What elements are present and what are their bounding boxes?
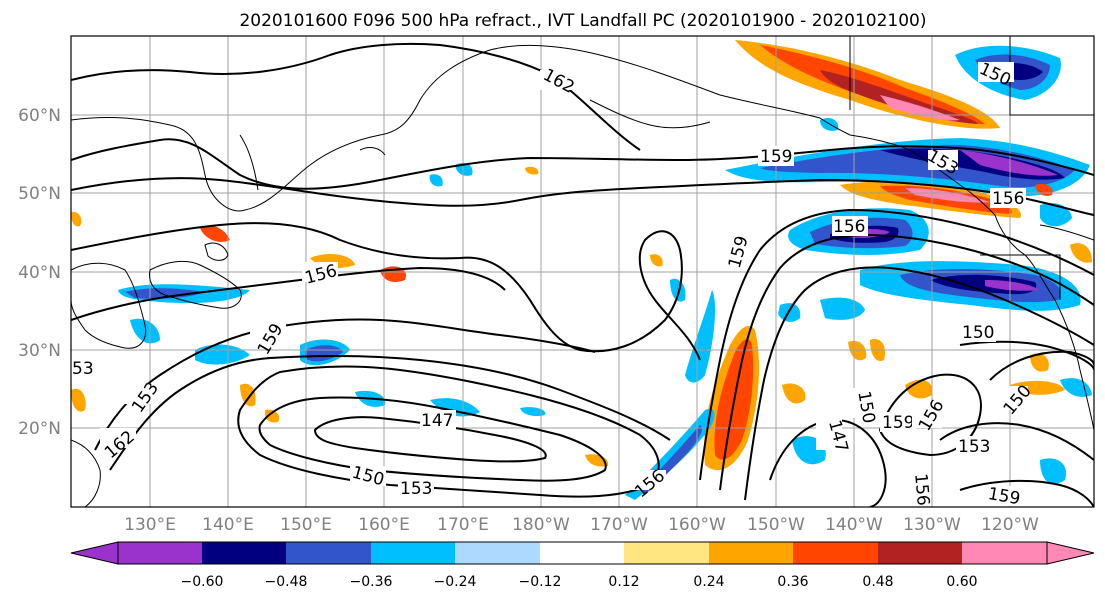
lon-axis: 130°E 140°E 150°E 160°E 170°E 180°W 170°… xyxy=(124,515,1039,535)
lon-label: 170°W xyxy=(590,515,648,535)
contour-label: 156 xyxy=(992,189,1024,209)
contour-label: 153 xyxy=(958,437,990,457)
lon-label: 150°W xyxy=(747,515,805,535)
colorbar-extend-left xyxy=(70,541,119,565)
colorbar-tick-label: 0.48 xyxy=(862,574,893,590)
colorbar-segment xyxy=(455,542,540,564)
colorbar-segment xyxy=(793,542,878,564)
lon-label: 130°E xyxy=(124,515,176,535)
contour-label: 153 xyxy=(400,479,432,499)
contour-label: 53 xyxy=(72,359,94,379)
lon-label: 120°W xyxy=(981,515,1039,535)
colorbar-segment xyxy=(540,542,624,564)
lon-label: 150°E xyxy=(280,515,332,535)
colorbar-segment xyxy=(118,542,202,564)
lat-label: 50°N xyxy=(18,184,61,204)
colorbar-tick-label: 0.24 xyxy=(693,574,724,590)
contour-label: 147 xyxy=(421,411,453,431)
contour-label: 150 xyxy=(962,323,994,343)
lat-axis: 60°N 50°N 40°N 30°N 20°N xyxy=(18,106,61,439)
lat-label: 20°N xyxy=(18,419,61,439)
colorbar-tick-label: −0.60 xyxy=(181,574,224,590)
lon-label: 140°W xyxy=(825,515,883,535)
colorbar-tick-label: −0.12 xyxy=(519,574,562,590)
colorbar-tick-label: 0.36 xyxy=(777,574,808,590)
colorbar-tick-label: −0.48 xyxy=(265,574,308,590)
lon-label: 160°W xyxy=(668,515,726,535)
lat-label: 30°N xyxy=(18,341,61,361)
colorbar-tick-label: 0.12 xyxy=(608,574,639,590)
contour-label: 159 xyxy=(882,413,914,433)
colorbar-segment xyxy=(624,542,709,564)
colorbar-segment xyxy=(286,542,371,564)
contour-label: 156 xyxy=(833,217,865,237)
colorbar-extend-right xyxy=(1046,541,1095,565)
contour-label: 159 xyxy=(986,484,1021,509)
lon-label: 130°W xyxy=(903,515,961,535)
colorbar: −0.60 −0.48 −0.36 −0.24 −0.12 0.12 0.24 … xyxy=(70,541,1095,590)
colorbar-segment xyxy=(371,542,455,564)
map-title: 2020101600 F096 500 hPa refract., IVT La… xyxy=(239,11,926,31)
lat-label: 40°N xyxy=(18,263,61,283)
colorbar-tick-label: −0.36 xyxy=(350,574,393,590)
lon-label: 160°E xyxy=(358,515,410,535)
map-frame xyxy=(70,35,1095,508)
colorbar-segment xyxy=(202,542,286,564)
colorbar-segment xyxy=(962,542,1047,564)
height-contours xyxy=(71,42,1094,507)
lon-label: 140°E xyxy=(202,515,254,535)
contour-label: 156 xyxy=(910,473,933,507)
colorbar-outline xyxy=(117,541,1048,565)
colorbar-tick-label: −0.24 xyxy=(434,574,477,590)
colorbar-tick-label: 0.60 xyxy=(946,574,977,590)
lon-label: 170°E xyxy=(437,515,489,535)
lat-label: 60°N xyxy=(18,106,61,126)
colorbar-segment xyxy=(709,542,793,564)
colorbar-segment xyxy=(878,542,962,564)
lon-label: 180°W xyxy=(512,515,570,535)
contour-label: 159 xyxy=(760,147,792,167)
